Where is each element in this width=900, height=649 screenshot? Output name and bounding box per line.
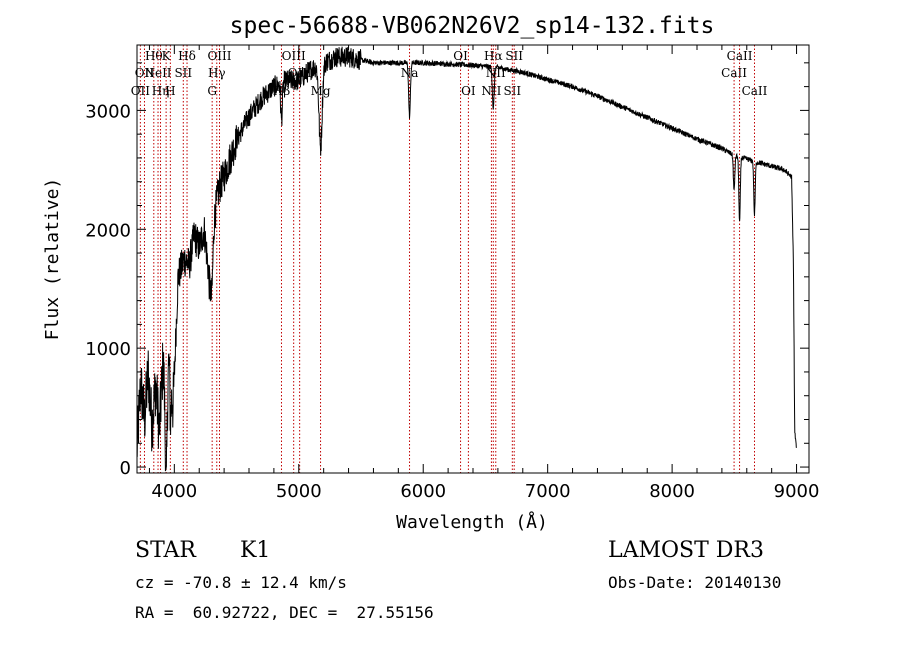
x-tick-label: 7000	[525, 481, 571, 502]
line-marker-label: Hδ	[178, 49, 196, 63]
line-marker-label: OII	[131, 84, 151, 98]
line-marker-label: NII	[481, 84, 501, 98]
line-marker-label: Hθ	[145, 49, 163, 63]
line-marker-label: G	[207, 84, 217, 98]
coordinates-text: RA = 60.92722, DEC = 27.55156	[135, 603, 434, 622]
line-marker-label: OI	[461, 84, 476, 98]
y-axis-label: Flux (relative)	[42, 178, 63, 341]
x-tick-label: 4000	[151, 481, 197, 502]
x-tick-label: 9000	[774, 481, 820, 502]
x-axis-label: Wavelength (Å)	[396, 511, 548, 533]
line-marker-label: CaII	[721, 66, 747, 80]
line-marker-label: OII	[135, 66, 155, 80]
x-tick-label: 5000	[276, 481, 322, 502]
line-marker-label: SII	[505, 49, 523, 63]
velocity-text: cz = -70.8 ± 12.4 km/s	[135, 573, 347, 592]
obs-date-text: Obs-Date: 20140130	[608, 573, 782, 592]
line-marker-label: NeII	[144, 66, 171, 80]
y-tick-label: 3000	[85, 101, 131, 122]
line-marker-label: Na	[401, 66, 419, 80]
line-marker-label: H	[165, 84, 175, 98]
line-marker-label: OIII	[282, 49, 306, 63]
y-tick-label: 0	[120, 458, 131, 479]
object-subclass: K1	[240, 538, 271, 563]
line-marker-label: Hγ	[208, 66, 226, 80]
line-marker-label: K	[162, 49, 172, 63]
y-tick-label: 2000	[85, 220, 131, 241]
x-tick-label: 8000	[649, 481, 695, 502]
line-marker-label: Mg	[311, 84, 331, 98]
line-marker-label: Hη	[152, 84, 170, 98]
line-marker-label: SII	[503, 84, 521, 98]
line-marker-label: Hα	[484, 49, 503, 63]
object-class: STAR	[135, 538, 196, 563]
survey-label: LAMOST DR3	[608, 538, 764, 563]
spectrum-series-line	[136, 46, 798, 472]
line-marker-label: SII	[174, 66, 192, 80]
line-marker-label: CaII	[742, 84, 768, 98]
x-tick-label: 6000	[400, 481, 446, 502]
line-marker-label: CaII	[727, 49, 753, 63]
y-tick-label: 1000	[85, 339, 131, 360]
chart-title: spec-56688-VB062N26V2_sp14-132.fits	[230, 13, 715, 39]
line-marker-label: OIII	[207, 49, 231, 63]
line-marker-label: OI	[453, 49, 468, 63]
plot-frame	[136, 44, 810, 474]
